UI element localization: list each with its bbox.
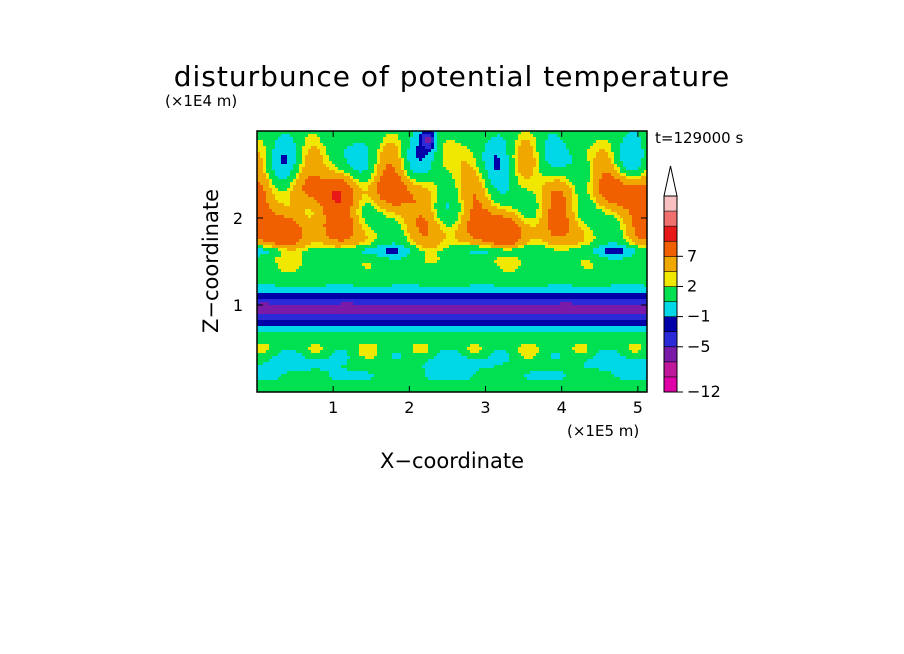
colorbar-swatch [664,241,677,257]
colorbar-swatch [664,256,677,272]
colorbar-swatch [664,271,677,287]
y-tick-label: 1 [233,296,243,315]
colorbar-frame [663,195,678,393]
x-tick-label: 5 [633,398,643,417]
colorbar: 7 2 −1 −5 −12 [663,165,721,401]
colorbar-label: 2 [687,276,697,295]
y-axis: 12 [233,209,647,315]
x-axis-label: X−coordinate [380,449,524,473]
colorbar-label: 7 [687,246,697,265]
x-tick-label: 2 [404,398,414,417]
colorbar-swatch [664,196,677,212]
y-tick-label: 2 [233,209,243,228]
colorbar-swatch [664,211,677,227]
y-axis-label: Z−coordinate [199,189,223,333]
x-tick-label: 1 [328,398,338,417]
chart-title: disturbunce of potential temperature [174,60,731,93]
colorbar-label: −12 [687,382,721,401]
colorbar-swatch [664,361,677,378]
colorbar-swatch [664,301,677,318]
time-label: t=129000 s [655,129,743,147]
y-unit-label: (×1E4 m) [165,92,237,110]
colorbar-swatch [664,286,677,302]
x-tick-label: 3 [480,398,490,417]
colorbar-label: −1 [687,307,711,326]
x-unit-label: (×1E5 m) [567,422,639,440]
colorbar-swatch [664,346,677,363]
x-axis: 1 2 3 4 5 [328,131,643,417]
colorbar-extend-arrow [663,165,678,197]
colorbar-swatch [664,331,677,348]
colorbar-swatch [664,316,677,333]
colorbar-swatch [664,376,677,393]
plot-frame [256,130,648,393]
colorbar-label: −5 [687,337,711,356]
x-tick-label: 4 [557,398,567,417]
colorbar-swatch [664,226,677,242]
heatmap-field [257,131,647,392]
